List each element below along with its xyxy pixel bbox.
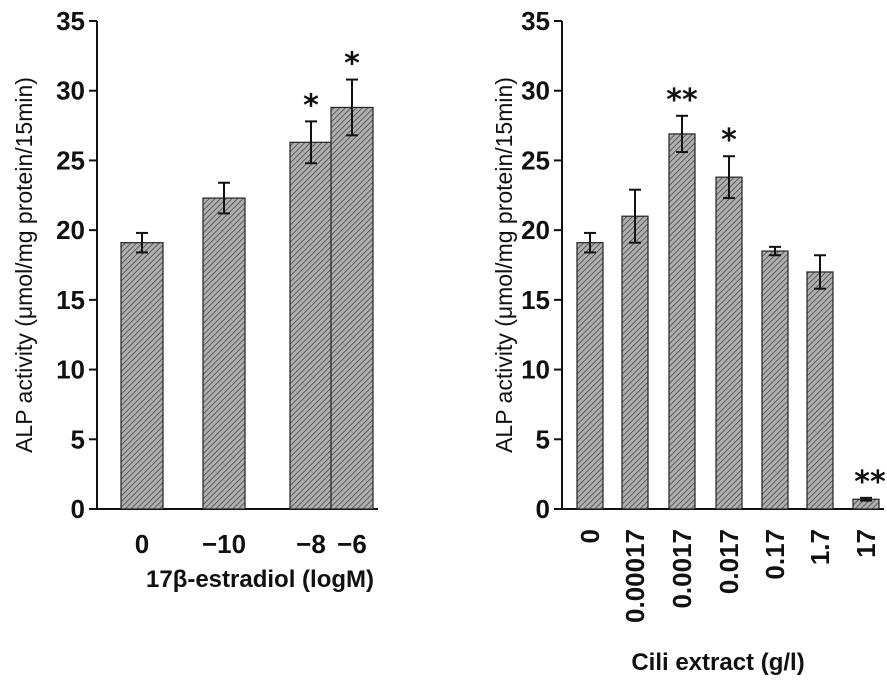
right-y-tick-label: 10 (521, 355, 550, 385)
estradiol-chart: 0 5 10 15 20 25 30 35 0 −10 * −8 * −6 (56, 6, 378, 559)
right-x-tick-label: 0 (575, 529, 605, 543)
right-x-tick-label: 0.00017 (620, 529, 650, 623)
cili-extract-chart: 0 5 10 15 20 25 30 35 0 0.00017 ** 0.0017 * 0.017 0.17… (521, 6, 886, 623)
left-x-tick-label: −6 (337, 529, 367, 559)
left-x-tick-label: −10 (202, 529, 246, 559)
right-x-tick-label: 0.017 (714, 529, 744, 594)
left-y-tick-label: 20 (56, 215, 85, 245)
right-y-tick-label: 15 (521, 285, 550, 315)
left-significance-label: * (303, 88, 319, 123)
right-y-tick-label: 0 (536, 494, 550, 524)
right-x-tick-label: 0.17 (760, 529, 790, 580)
right-bar (576, 242, 604, 510)
right-bar (761, 250, 789, 510)
right-significance-label: ** (854, 465, 886, 500)
left-y-tick-label: 5 (71, 424, 85, 454)
right-y-tick-label: 25 (521, 145, 550, 175)
right-significance-label: * (721, 123, 737, 158)
right-bar (668, 133, 696, 510)
right-significance-label: ** (666, 83, 698, 118)
left-y-tick-label: 30 (56, 76, 85, 106)
right-bar (621, 215, 649, 510)
left-significance-label: * (344, 47, 360, 82)
right-y-tick-label: 20 (521, 215, 550, 245)
left-bar (120, 242, 164, 510)
right-x-tick-label: 17 (851, 529, 881, 558)
left-x-tick-label: −8 (296, 529, 326, 559)
right-y-tick-label: 35 (521, 6, 550, 36)
right-bar (715, 176, 743, 510)
right-y-tick-label: 5 (536, 424, 550, 454)
right-x-tick-label: 0.0017 (667, 529, 697, 609)
left-y-tick-label: 15 (56, 285, 85, 315)
right-y-axis-title: ALP activity (μmol/mg protein/15min) (491, 77, 517, 453)
right-x-axis-title: Cili extract (g/l) (631, 649, 804, 676)
left-y-tick-label: 0 (71, 494, 85, 524)
right-x-tick-label: 1.7 (805, 529, 835, 565)
left-y-tick-label: 25 (56, 145, 85, 175)
left-x-axis-title: 17β-estradiol (logM) (146, 566, 374, 593)
left-y-axis-title: ALP activity (μmol/mg protein/15min) (11, 77, 37, 453)
right-y-tick-label: 30 (521, 76, 550, 106)
left-x-tick-label: 0 (135, 529, 149, 559)
left-y-tick-label: 10 (56, 355, 85, 385)
left-bar (289, 141, 333, 510)
left-bar (202, 197, 246, 510)
right-bar (806, 271, 834, 510)
left-y-tick-label: 35 (56, 6, 85, 36)
left-bar (330, 106, 374, 510)
